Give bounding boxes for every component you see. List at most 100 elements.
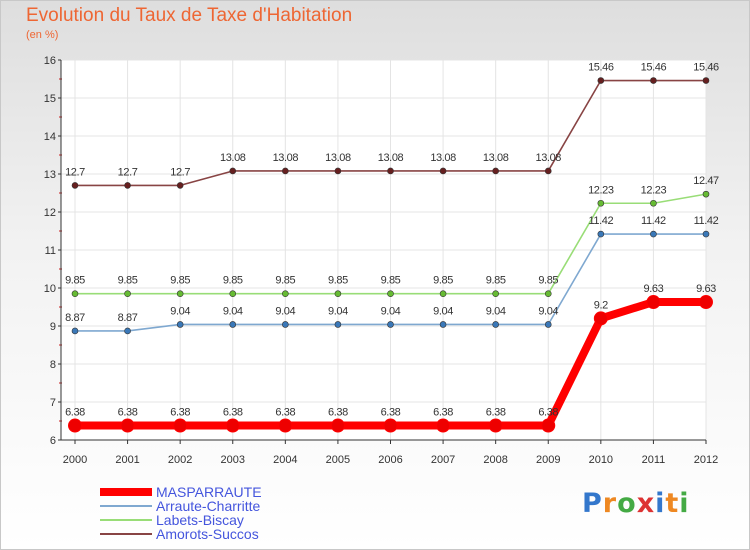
data-label-arraute-charritte: 11.42 (588, 215, 613, 227)
data-point-labets-biscay (597, 199, 605, 207)
x-tick-label: 2001 (115, 454, 139, 466)
logo-letter: x (636, 488, 656, 519)
data-label-amorots-succos: 13.08 (378, 152, 404, 164)
y-tick-label: 12 (44, 207, 56, 219)
data-point-amorots-succos (597, 77, 605, 84)
data-label-arraute-charritte: 9.04 (486, 305, 506, 317)
data-point-arraute-charritte (124, 327, 131, 335)
data-label-masparraute: 6.38 (170, 407, 190, 419)
data-label-masparraute: 6.38 (486, 407, 506, 419)
data-label-masparraute: 6.38 (275, 407, 295, 419)
data-point-arraute-charritte (176, 321, 184, 328)
data-label-labets-biscay: 12.47 (693, 175, 719, 187)
data-point-masparraute (593, 311, 608, 326)
data-label-labets-biscay: 9.85 (65, 275, 85, 287)
y-tick-label: 7 (50, 397, 56, 409)
data-point-masparraute (278, 418, 293, 433)
data-point-arraute-charritte (702, 230, 710, 238)
data-label-arraute-charritte: 11.42 (641, 215, 666, 227)
data-label-labets-biscay: 9.85 (223, 275, 243, 287)
data-point-labets-biscay (176, 290, 184, 298)
y-tick-label: 8 (50, 359, 56, 371)
data-label-masparraute: 6.38 (65, 407, 85, 419)
data-label-masparraute: 9.2 (594, 299, 608, 311)
logo-letter: i (679, 488, 690, 519)
legend-item-amorots-succos: Amorots-Succos (100, 526, 350, 542)
y-tick-label: 9 (50, 321, 56, 333)
x-tick-label: 2007 (431, 454, 455, 466)
y-tick-label: 10 (44, 283, 56, 295)
x-tick-label: 2000 (63, 454, 87, 466)
data-label-labets-biscay: 9.85 (170, 275, 190, 287)
data-label-amorots-succos: 13.08 (483, 152, 509, 164)
data-label-masparraute: 6.38 (328, 407, 348, 419)
legend-swatch-amorots-succos (100, 533, 152, 535)
y-tick-label: 6 (50, 435, 56, 447)
data-point-arraute-charritte (71, 327, 79, 335)
data-point-labets-biscay (387, 290, 394, 298)
data-point-masparraute (541, 418, 556, 433)
legend-label-labets-biscay: Labets-Biscay (156, 512, 244, 528)
data-point-arraute-charritte (439, 321, 447, 328)
data-label-amorots-succos: 13.08 (220, 152, 246, 164)
chart-title: Evolution du Taux de Taxe d'Habitation (26, 5, 353, 26)
data-label-amorots-succos: 12.7 (170, 166, 190, 178)
x-tick-label: 2010 (589, 454, 613, 466)
data-label-masparraute: 6.38 (381, 407, 401, 419)
data-label-labets-biscay: 9.85 (381, 275, 401, 287)
y-tick-label: 16 (44, 55, 56, 67)
data-point-arraute-charritte (597, 230, 605, 238)
data-point-amorots-succos (282, 167, 289, 175)
data-point-amorots-succos (71, 182, 79, 189)
data-point-arraute-charritte (387, 321, 394, 328)
data-point-labets-biscay (650, 199, 657, 207)
data-label-amorots-succos: 13.08 (273, 152, 299, 164)
data-label-arraute-charritte: 9.04 (381, 305, 401, 317)
y-tick-label: 13 (44, 169, 56, 181)
data-point-labets-biscay (702, 190, 710, 198)
x-tick-label: 2011 (642, 454, 666, 466)
x-tick-label: 2012 (694, 454, 718, 466)
data-point-amorots-succos (544, 167, 552, 175)
data-label-amorots-succos: 15.46 (588, 62, 614, 74)
x-tick-label: 2004 (273, 454, 297, 466)
data-label-amorots-succos: 12.7 (118, 166, 138, 178)
legend-label-masparraute: MASPARRAUTE (156, 484, 262, 500)
data-label-amorots-succos: 13.08 (325, 152, 351, 164)
data-point-amorots-succos (387, 167, 394, 175)
logo-letter: r (602, 488, 618, 519)
data-point-masparraute (488, 418, 503, 433)
data-label-masparraute: 6.38 (433, 407, 453, 419)
data-label-masparraute: 6.38 (118, 407, 138, 419)
legend-swatch-labets-biscay (100, 519, 152, 521)
data-label-arraute-charritte: 9.04 (223, 305, 243, 317)
data-label-amorots-succos: 12.7 (65, 166, 85, 178)
data-point-arraute-charritte (492, 321, 499, 328)
y-tick-label: 11 (45, 245, 56, 257)
logo-letter: P (582, 488, 603, 519)
data-point-amorots-succos (334, 167, 342, 175)
data-point-masparraute (173, 418, 188, 433)
data-point-amorots-succos (492, 167, 499, 175)
data-label-amorots-succos: 15.46 (693, 62, 719, 74)
data-point-arraute-charritte (229, 321, 237, 328)
data-label-masparraute: 9.63 (696, 283, 716, 295)
data-point-labets-biscay (229, 290, 237, 298)
data-point-masparraute (330, 418, 345, 433)
data-label-arraute-charritte: 9.04 (170, 305, 190, 317)
logo-letter: o (617, 488, 637, 519)
data-label-labets-biscay: 9.85 (433, 275, 453, 287)
data-point-amorots-succos (229, 167, 237, 175)
data-point-masparraute (383, 418, 398, 433)
data-point-amorots-succos (439, 167, 447, 175)
data-point-masparraute (68, 418, 82, 433)
x-tick-label: 2002 (168, 454, 192, 466)
y-tick-label: 14 (44, 131, 56, 143)
data-point-arraute-charritte (544, 321, 552, 328)
logo-letter: i (655, 488, 666, 519)
x-tick-label: 2003 (221, 454, 245, 466)
legend-label-amorots-succos: Amorots-Succos (156, 526, 259, 542)
y-tick-label: 15 (44, 93, 56, 105)
data-label-arraute-charritte: 8.87 (118, 312, 138, 324)
